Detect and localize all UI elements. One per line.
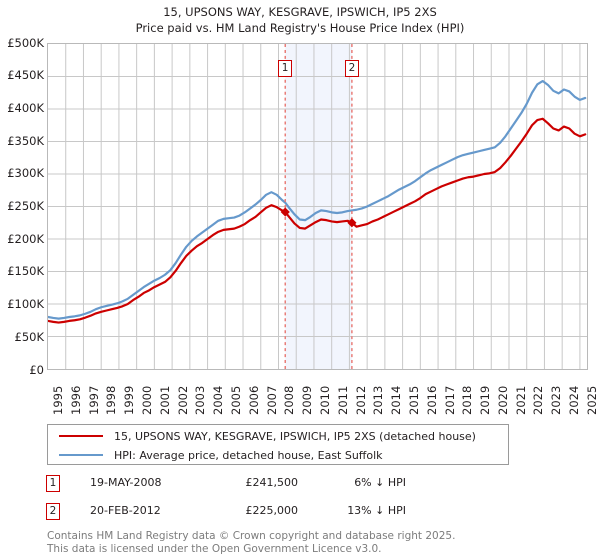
transaction-hpi-delta: 13% ↓ HPI [347,504,406,517]
series-line [48,117,587,324]
transaction-row: 1 19-MAY-2008 £241,500 6% ↓ HPI [46,473,466,501]
chart-title-line1: 15, UPSONS WAY, KESGRAVE, IPSWICH, IP5 2… [163,5,437,19]
y-axis-tick-label: £200K [7,231,44,246]
y-axis-tick-label: £350K [7,133,44,148]
x-axis-tick-label: 1996 [68,385,83,415]
x-axis-tick-label: 2017 [442,385,457,415]
y-axis-tick-label: £0 [29,362,44,377]
x-axis-tick-label: 2004 [211,385,226,415]
transaction-index-badge: 2 [46,503,60,520]
footer-line-1: Contains HM Land Registry data © Crown c… [47,530,456,542]
x-axis-tick-label: 2025 [584,385,599,415]
transaction-price: £241,500 [245,476,299,489]
transaction-marker-number-2: 2 [345,60,360,77]
y-axis-tick-label: £150K [7,264,44,279]
chart-title-line2: Price paid vs. HM Land Registry's House … [135,21,465,35]
x-axis-tick-label: 2021 [513,385,528,415]
footer-line-2: This data is licensed under the Open Gov… [47,542,382,555]
x-axis-tick-label: 2011 [335,385,350,415]
plot-area [47,43,588,370]
transaction-point-marker [280,207,290,217]
y-axis-tick-label: £300K [7,166,44,181]
legend-item-label: 15, UPSONS WAY, KESGRAVE, IPSWICH, IP5 2… [114,429,476,443]
y-axis-tick-label: £500K [7,35,44,50]
x-axis-tick-label: 2012 [353,385,368,415]
x-axis-tick-label: 2016 [424,385,439,415]
x-axis-tick-label: 2018 [460,385,475,415]
legend-color-swatch [59,435,103,437]
x-axis-tick-label: 2002 [175,385,190,415]
transaction-point-marker [347,218,357,228]
chart-title: 15, UPSONS WAY, KESGRAVE, IPSWICH, IP5 2… [0,4,600,36]
x-axis-tick-label: 2003 [193,385,208,415]
x-axis-tick-label: 2024 [567,385,582,415]
x-axis-tick-label: 2007 [264,385,279,415]
y-axis-tick-label: £50K [14,329,45,344]
transaction-index-badge: 1 [46,475,60,492]
x-axis: 1995 1996 1997 1998 1999 2000 2001 2002 2003 2004… [47,372,599,418]
series-layer [48,79,587,324]
x-axis-tick-label: 2022 [531,385,546,415]
x-axis-tick-label: 1995 [51,385,65,415]
y-axis: £0 £50K £100K £150K £200K £250K £300K £350K £400… [0,37,45,376]
transactions-table: 1 19-MAY-2008 £241,500 6% ↓ HPI 2 20-FEB-2012… [46,473,466,529]
x-axis-tick-label: 2001 [157,385,172,415]
footer-attribution: Contains HM Land Registry data © Crown c… [47,530,587,555]
x-axis-tick-label: 1999 [122,385,137,415]
x-axis-tick-label: 2023 [549,385,564,415]
x-axis-tick-label: 2006 [246,385,261,415]
transaction-date: 20-FEB-2012 [90,504,161,517]
x-axis-tick-label: 2014 [389,385,404,415]
transaction-price: £225,000 [245,504,299,517]
transaction-row: 2 20-FEB-2012 £225,000 13% ↓ HPI [46,501,466,529]
x-axis-tick-label: 2020 [495,385,510,415]
x-axis-tick-label: 2019 [478,385,493,415]
series-line [48,79,587,320]
x-axis-tick-label: 2010 [317,385,332,415]
y-axis-tick-label: £100K [7,297,44,312]
y-axis-tick-label: £400K [7,100,44,115]
transaction-hpi-delta: 6% ↓ HPI [354,476,406,489]
chart-legend: 15, UPSONS WAY, KESGRAVE, IPSWICH, IP5 2… [47,424,509,465]
x-axis-tick-label: 2005 [228,385,243,415]
transaction-marker-number-1: 1 [278,60,293,77]
transaction-markers-layer [280,44,357,369]
legend-item-label: HPI: Average price, detached house, East… [114,448,383,462]
legend-item: 15, UPSONS WAY, KESGRAVE, IPSWICH, IP5 2… [48,426,476,446]
x-axis-tick-label: 2015 [406,385,421,415]
x-axis-tick-label: 2008 [282,385,297,415]
transaction-date: 19-MAY-2008 [90,476,162,489]
x-axis-tick-label: 2009 [300,385,315,415]
y-axis-tick-label: £250K [7,199,44,213]
x-axis-tick-label: 1997 [86,385,101,415]
legend-item: HPI: Average price, detached house, East… [48,445,383,465]
y-axis-tick-label: £450K [7,68,44,83]
x-axis-tick-label: 1998 [104,385,119,415]
x-axis-tick-label: 2000 [139,385,154,415]
legend-color-swatch [59,454,103,456]
x-axis-tick-label: 2013 [371,385,386,415]
